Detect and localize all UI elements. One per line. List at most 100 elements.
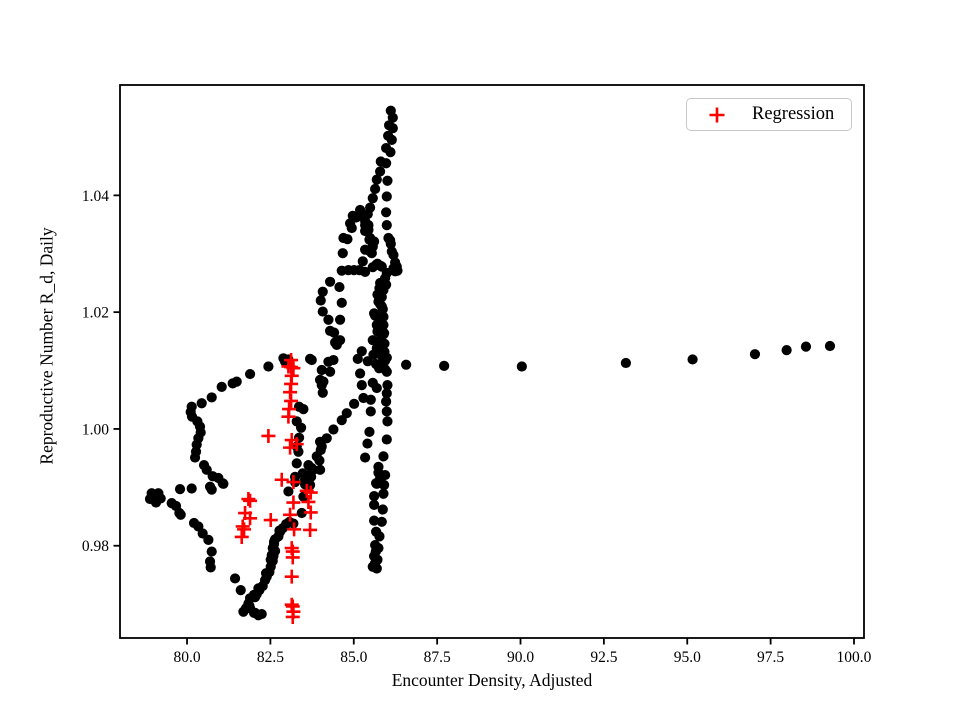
data-point-circle [378, 488, 389, 499]
data-point-circle [315, 444, 326, 456]
data-point-plus [284, 393, 299, 408]
data-point-circle [381, 406, 392, 417]
data-point-circle [317, 286, 328, 297]
data-point-plus [237, 522, 252, 537]
y-tick-label: 1.00 [82, 421, 109, 438]
data-point-plus [303, 505, 318, 520]
data-point-circle [227, 378, 238, 389]
data-point-circle [439, 360, 450, 371]
x-tick-label: 97.5 [757, 649, 784, 666]
data-point-circle [175, 509, 186, 520]
data-point-circle [314, 455, 325, 466]
data-point-circle [381, 207, 392, 218]
data-point-circle [371, 382, 382, 394]
data-point-circle [382, 380, 393, 391]
data-point-circle [375, 156, 386, 167]
data-point-circle [196, 398, 207, 409]
data-point-circle [229, 573, 241, 584]
data-point-circle [376, 516, 387, 527]
data-point-circle [336, 415, 347, 426]
data-point-circle [366, 248, 377, 259]
data-point-plus [283, 440, 298, 455]
data-point-circle [375, 260, 386, 272]
data-point-circle [620, 357, 631, 369]
data-point-circle [334, 314, 346, 325]
data-point-circle [362, 356, 373, 367]
data-point-circle [374, 531, 385, 542]
data-point-circle [186, 483, 197, 494]
data-point-circle [363, 224, 374, 235]
data-point-circle [283, 486, 294, 497]
data-point-circle [378, 451, 389, 462]
data-point-circle [346, 222, 357, 234]
data-point-circle [315, 295, 326, 306]
data-point-circle [370, 183, 381, 195]
data-point-circle [800, 341, 812, 352]
data-point-circle [291, 458, 302, 469]
data-point-plus [301, 494, 316, 509]
data-point-circle [356, 380, 367, 391]
data-point-circle [749, 349, 761, 360]
data-point-circle [334, 281, 345, 293]
x-tick-label: 82.5 [257, 649, 284, 666]
data-point-circle [342, 234, 353, 245]
data-point-circle [263, 361, 274, 372]
data-point-plus [283, 507, 298, 522]
data-point-circle [362, 438, 373, 449]
data-point-plus [284, 597, 299, 612]
data-point-circle [304, 353, 316, 364]
data-point-circle [365, 394, 376, 405]
data-point-circle [218, 478, 229, 489]
data-point-circle [174, 483, 186, 495]
data-point-circle [324, 366, 336, 377]
data-point-circle [369, 515, 380, 526]
data-point-plus [287, 522, 302, 537]
data-point-circle [295, 422, 307, 433]
data-point-plus [274, 472, 289, 487]
y-tick-label: 1.02 [82, 305, 109, 322]
data-point-circle [324, 276, 336, 287]
data-point-circle [360, 452, 371, 463]
data-point-circle [365, 406, 376, 417]
data-point-circle [381, 352, 392, 363]
data-point-circle [316, 364, 327, 376]
data-point-circle [375, 166, 386, 177]
data-point-plus [285, 609, 300, 624]
data-point-plus [281, 409, 296, 424]
data-point-circle [298, 403, 309, 415]
data-point-circle [289, 471, 301, 482]
y-axis-title: Reproductive Number R_d, Daily [36, 227, 57, 465]
data-point-circle [401, 359, 412, 370]
axes-frame [119, 84, 865, 639]
data-point-circle [260, 568, 272, 579]
data-point-plus [285, 550, 300, 565]
data-point-circle [385, 238, 396, 249]
data-point-circle [328, 327, 340, 338]
x-tick-label: 90.0 [507, 649, 534, 666]
data-point-circle [386, 134, 397, 145]
data-point-circle [352, 353, 363, 364]
data-point-circle [371, 359, 382, 370]
x-tick-label: 80.0 [173, 649, 200, 666]
data-point-circle [321, 433, 332, 444]
data-point-circle [381, 388, 392, 399]
data-point-plus [243, 493, 258, 508]
data-point-circle [381, 191, 392, 202]
data-point-circle [367, 262, 378, 273]
data-point-circle [248, 589, 260, 600]
data-point-circle [317, 306, 328, 317]
data-point-circle [781, 345, 792, 356]
data-point-circle [369, 499, 380, 510]
data-point-plus [241, 492, 256, 507]
data-point-circle [377, 504, 388, 515]
data-point-circle [371, 174, 382, 185]
data-point-circle [331, 339, 342, 350]
data-point-circle [824, 340, 836, 352]
data-point-circle [203, 534, 214, 545]
legend: Regression [686, 98, 852, 131]
data-point-circle [379, 479, 390, 491]
data-point-plus [303, 522, 318, 537]
data-point-circle [516, 361, 527, 372]
